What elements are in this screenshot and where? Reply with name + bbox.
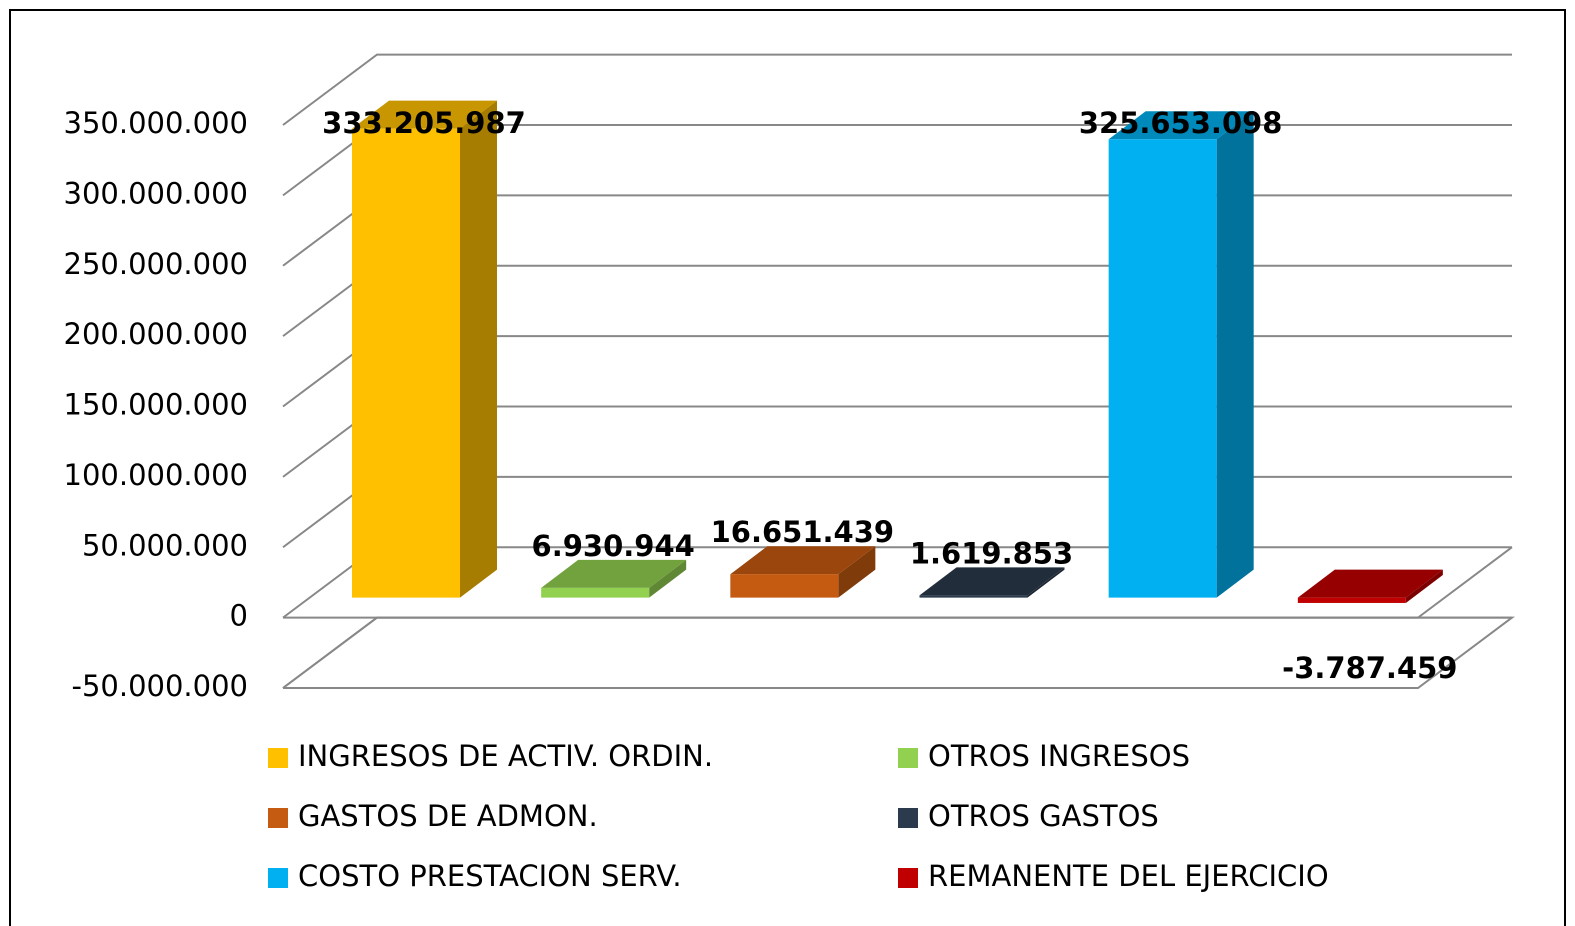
bar xyxy=(730,574,839,598)
legend-label: REMANENTE DEL EJERCICIO xyxy=(928,859,1329,893)
y-tick-label: 150.000.000 xyxy=(64,388,249,422)
bar-side xyxy=(460,100,497,598)
bar xyxy=(1108,139,1217,598)
bar-top xyxy=(730,546,876,575)
grid-line xyxy=(282,616,1512,689)
data-label: 6.930.944 xyxy=(532,529,695,563)
legend-swatch xyxy=(898,748,918,768)
bar xyxy=(919,595,1028,598)
y-tick-label: 50.000.000 xyxy=(82,528,248,562)
grid-line xyxy=(282,53,1512,126)
y-tick-label: 250.000.000 xyxy=(64,247,249,281)
legend-swatch xyxy=(268,808,288,828)
legend-label: GASTOS DE ADMON. xyxy=(298,799,598,833)
bar xyxy=(352,128,460,598)
legend-swatch xyxy=(268,868,288,888)
bar xyxy=(1297,597,1406,603)
bar-side xyxy=(838,546,876,598)
y-tick-label: 350.000.000 xyxy=(64,106,249,140)
bar-side xyxy=(1405,569,1443,603)
data-label: 333.205.987 xyxy=(322,106,526,140)
bar-top xyxy=(919,567,1065,596)
data-label: 1.619.853 xyxy=(910,536,1073,570)
y-tick-label: -50.000.000 xyxy=(71,669,248,703)
legend-label: COSTO PRESTACION SERV. xyxy=(298,859,682,893)
bar-top xyxy=(352,100,497,129)
y-tick-label: 300.000.000 xyxy=(64,176,249,210)
data-label: 325.653.098 xyxy=(1079,106,1283,140)
legend-swatch xyxy=(898,808,918,828)
bar-side xyxy=(1216,111,1254,598)
y-tick-label: 0 xyxy=(230,599,248,633)
data-label: -3.787.459 xyxy=(1282,651,1457,685)
y-tick-label: 100.000.000 xyxy=(64,458,249,492)
zero-line xyxy=(1417,546,1513,619)
chart-frame xyxy=(9,9,1566,926)
bar xyxy=(541,587,650,598)
bar-side xyxy=(1027,567,1065,598)
y-tick-label: 200.000.000 xyxy=(64,317,249,351)
legend-swatch xyxy=(898,868,918,888)
legend-swatch xyxy=(268,748,288,768)
legend-label: INGRESOS DE ACTIV. ORDIN. xyxy=(298,739,713,773)
bar-top xyxy=(1297,569,1443,598)
bar-top xyxy=(1108,111,1254,140)
bar-top xyxy=(541,559,687,588)
bar-side xyxy=(649,559,687,598)
legend-label: OTROS INGRESOS xyxy=(928,739,1190,773)
legend-label: OTROS GASTOS xyxy=(928,799,1159,833)
data-label: 16.651.439 xyxy=(711,515,894,549)
